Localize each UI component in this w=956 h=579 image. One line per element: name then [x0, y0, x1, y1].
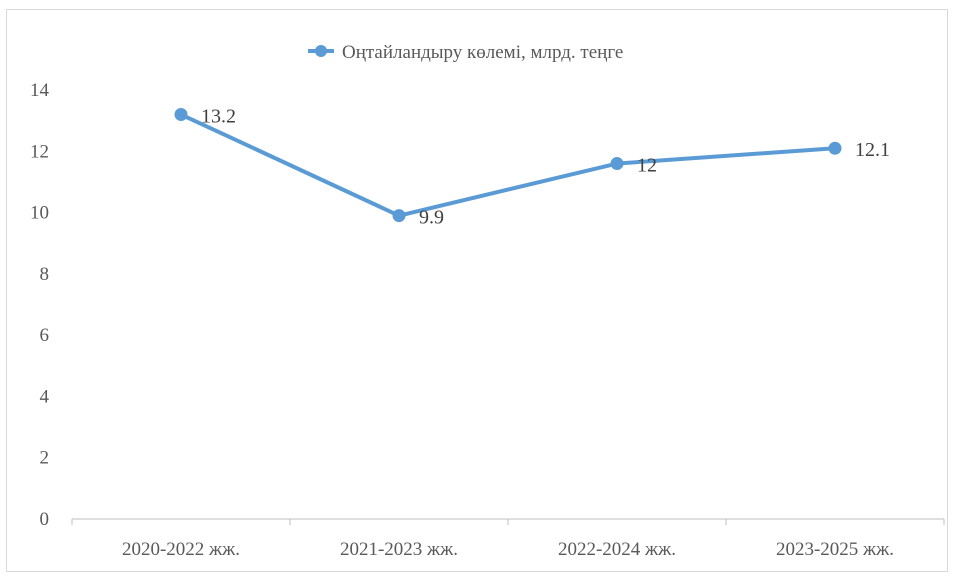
legend-point-marker — [315, 45, 327, 57]
y-tick-label: 6 — [40, 325, 50, 346]
y-tick-label: 2 — [40, 448, 50, 469]
data-label: 13.2 — [201, 106, 236, 128]
x-axis: 2020-2022 жж. 2021-2023 жж. 2022-2024 жж. 2… — [71, 518, 945, 560]
x-tick-label: 2020-2022 жж. — [122, 539, 240, 560]
y-tick-label: 12 — [30, 141, 49, 162]
x-tick-label: 2021-2023 жж. — [340, 539, 458, 560]
data-label: 12 — [637, 155, 657, 177]
data-point — [174, 108, 188, 122]
data-point — [610, 157, 624, 171]
data-label: 12.1 — [855, 139, 890, 161]
data-point — [828, 141, 842, 155]
legend: Оңтайландыру көлемі, млрд. теңге — [308, 42, 623, 63]
series-line — [179, 112, 837, 218]
series-group: 13.2 9.9 12 12.1 — [174, 106, 890, 229]
y-tick-label: 0 — [40, 509, 50, 530]
x-tick-label: 2022-2024 жж. — [558, 539, 676, 560]
y-axis: 0 2 4 6 8 10 12 14 — [30, 80, 50, 530]
data-label: 9.9 — [419, 207, 444, 229]
chart-frame — [6, 9, 948, 572]
legend-entry: Оңтайландыру көлемі, млрд. теңге — [342, 42, 623, 63]
y-tick-label: 8 — [40, 264, 50, 285]
x-tick-label: 2023-2025 жж. — [776, 539, 894, 560]
y-tick-label: 4 — [40, 386, 50, 407]
y-tick-label: 10 — [30, 203, 49, 224]
data-point — [392, 209, 406, 223]
y-tick-label: 14 — [30, 80, 50, 101]
